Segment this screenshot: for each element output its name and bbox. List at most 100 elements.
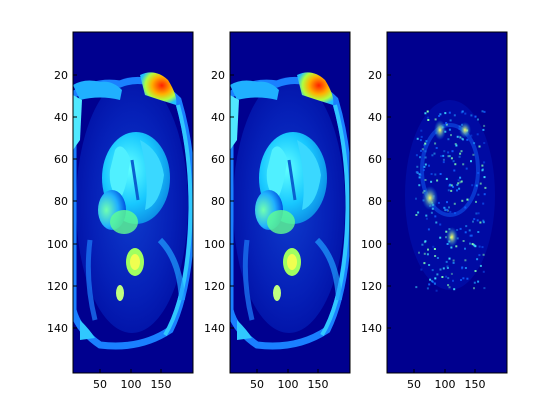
difference-speckle: [436, 273, 439, 276]
difference-speckle: [466, 277, 469, 280]
difference-speckle: [433, 152, 436, 155]
difference-speckle: [478, 245, 481, 248]
difference-speckle: [462, 163, 465, 166]
difference-speckle: [416, 165, 419, 168]
difference-speckle: [432, 245, 435, 248]
difference-speckle: [446, 265, 449, 268]
difference-speckle: [441, 276, 444, 278]
panel-original-ytick-label: 60: [54, 153, 68, 166]
difference-speckle: [455, 245, 458, 248]
difference-speckle: [447, 284, 450, 287]
difference-speckle: [418, 176, 421, 179]
difference-speckle: [473, 281, 476, 284]
difference-speckle: [461, 266, 464, 269]
difference-speckle: [447, 151, 450, 154]
difference-speckle: [439, 236, 442, 239]
difference-speckle: [484, 186, 487, 189]
difference-speckle: [419, 156, 421, 159]
difference-speckle: [420, 268, 423, 271]
difference-speckle: [459, 152, 462, 155]
panel-difference-xtick-label: 100: [435, 378, 456, 391]
difference-speckle: [430, 211, 433, 214]
difference-speckle: [446, 267, 449, 269]
difference-speckle: [454, 212, 456, 215]
panel-difference-ytick-label: 20: [368, 69, 382, 82]
difference-speckle: [482, 221, 485, 224]
difference-speckle: [447, 189, 450, 192]
panel-original-ytick-label: 80: [54, 195, 68, 208]
difference-speckle: [470, 160, 472, 163]
difference-speckle: [449, 119, 452, 122]
difference-speckle: [430, 173, 433, 175]
difference-speckle: [416, 171, 419, 174]
difference-speckle: [447, 277, 450, 280]
difference-speckle: [425, 140, 428, 143]
difference-speckle: [483, 161, 486, 164]
difference-speckle: [430, 280, 433, 283]
difference-speckle: [425, 214, 428, 217]
difference-speckle: [456, 183, 459, 186]
panel-original-ytick-label: 100: [47, 238, 68, 251]
difference-speckle: [434, 142, 437, 145]
difference-speckle: [427, 228, 430, 231]
difference-speckle: [464, 247, 466, 250]
difference-speckle: [475, 212, 478, 215]
panel-difference-xtick-label: 50: [407, 378, 421, 391]
panel-original: [72, 31, 194, 374]
difference-speckle: [448, 286, 451, 289]
difference-speckle: [468, 229, 471, 232]
difference-speckle: [470, 114, 473, 117]
panel-reconstruction-ytick-label: 100: [204, 238, 225, 251]
difference-speckle: [453, 288, 456, 291]
panel-original-image: [73, 72, 193, 350]
difference-speckle: [457, 182, 460, 185]
difference-speckle: [479, 264, 482, 267]
panel-reconstruction: [229, 31, 351, 374]
difference-speckle: [446, 243, 449, 245]
panel-original-xtick-label: 150: [151, 378, 172, 391]
difference-speckle: [457, 179, 460, 182]
difference-speckle: [451, 150, 454, 153]
difference-speckle: [482, 202, 485, 205]
difference-speckle: [458, 135, 461, 138]
difference-speckle: [431, 154, 434, 157]
difference-speckle: [450, 189, 453, 192]
difference-speckle: [460, 180, 463, 183]
panel-reconstruction-ytick-label: 140: [204, 322, 225, 335]
difference-speckle: [423, 144, 426, 147]
difference-speckle: [421, 148, 424, 151]
difference-speckle: [435, 289, 438, 292]
difference-speckle: [434, 118, 437, 121]
difference-speckle: [426, 116, 429, 119]
difference-speckle: [474, 115, 477, 118]
difference-speckle: [475, 200, 477, 203]
difference-speckle: [436, 257, 439, 259]
difference-speckle: [439, 173, 442, 175]
panel-difference-xtick-label: 150: [465, 378, 486, 391]
difference-speckle: [417, 211, 420, 214]
difference-speckle: [428, 164, 430, 167]
difference-speckle: [445, 275, 448, 278]
difference-speckle: [455, 144, 458, 147]
difference-speckle: [481, 164, 484, 167]
difference-speckle: [423, 165, 426, 168]
difference-speckle: [450, 184, 453, 187]
panel-original-ytick-label: 40: [54, 111, 68, 124]
difference-speckle: [459, 176, 462, 179]
difference-speckle: [470, 134, 473, 137]
panel-difference-ytick-label: 100: [361, 238, 382, 251]
difference-speckle: [477, 280, 480, 283]
difference-speckle: [478, 254, 481, 257]
difference-speckle: [459, 227, 462, 230]
difference-speckle: [483, 193, 486, 196]
difference-speckle: [450, 157, 453, 160]
difference-speckle: [418, 173, 421, 176]
difference-speckle: [426, 110, 429, 113]
difference-speckle: [483, 176, 486, 179]
difference-speckle: [458, 155, 461, 158]
difference-speckle: [416, 137, 419, 140]
difference-speckle: [465, 167, 468, 170]
difference-speckle: [477, 231, 480, 233]
panel-original-xtick-label: 50: [93, 378, 107, 391]
